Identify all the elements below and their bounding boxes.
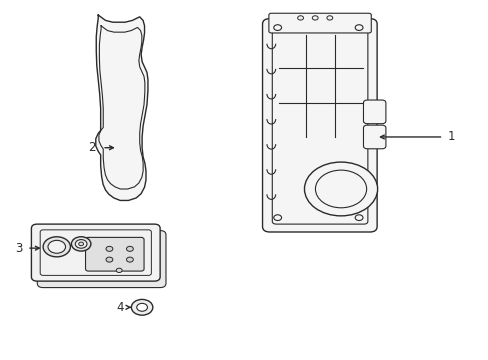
Circle shape: [116, 268, 122, 273]
FancyBboxPatch shape: [268, 13, 370, 33]
Circle shape: [137, 303, 147, 311]
Circle shape: [273, 25, 281, 31]
Circle shape: [48, 240, 65, 253]
Text: 4: 4: [116, 301, 123, 314]
Circle shape: [75, 240, 87, 248]
Text: 1: 1: [447, 130, 454, 144]
Circle shape: [126, 257, 133, 262]
Circle shape: [273, 215, 281, 221]
Circle shape: [297, 16, 303, 20]
Circle shape: [131, 300, 153, 315]
FancyBboxPatch shape: [363, 125, 385, 149]
Circle shape: [354, 215, 362, 221]
FancyBboxPatch shape: [37, 230, 165, 288]
FancyBboxPatch shape: [363, 100, 385, 124]
Circle shape: [354, 25, 362, 31]
Polygon shape: [96, 15, 148, 201]
Polygon shape: [99, 26, 144, 189]
Circle shape: [106, 246, 113, 251]
FancyBboxPatch shape: [85, 237, 144, 271]
Circle shape: [71, 237, 91, 251]
Circle shape: [312, 16, 318, 20]
Circle shape: [43, 237, 70, 257]
FancyBboxPatch shape: [31, 224, 160, 281]
Circle shape: [304, 162, 377, 216]
Circle shape: [326, 16, 332, 20]
Text: 3: 3: [16, 242, 23, 255]
FancyBboxPatch shape: [262, 19, 376, 232]
Circle shape: [106, 257, 113, 262]
Circle shape: [79, 242, 83, 246]
Text: 2: 2: [88, 141, 96, 154]
Circle shape: [126, 246, 133, 251]
